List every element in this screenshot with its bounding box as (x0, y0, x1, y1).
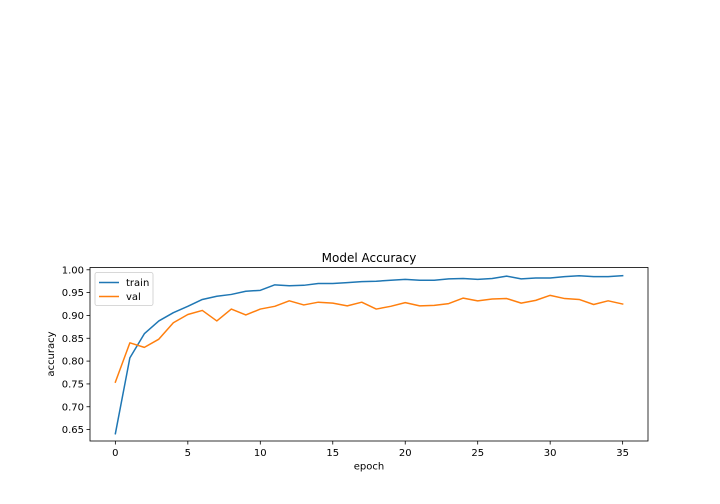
x-tick-label: 5 (185, 448, 191, 459)
x-axis-label: epoch (354, 462, 384, 473)
y-tick-label: 0.75 (62, 379, 84, 390)
x-tick-label: 35 (616, 448, 629, 459)
series-line-val (114, 294, 624, 384)
x-tick-label: 20 (399, 448, 412, 459)
series-line-train (114, 274, 624, 435)
series-layer (114, 274, 624, 435)
y-tick-label: 0.65 (62, 425, 84, 436)
x-tick-label: 15 (326, 448, 339, 459)
x-tick-label: 30 (544, 448, 557, 459)
legend-val-label: val (126, 292, 141, 303)
chart-title: Model Accuracy (322, 251, 417, 265)
legend-train-label: train (126, 278, 149, 289)
x-tick-label: 10 (254, 448, 267, 459)
axes-frame (89, 267, 649, 442)
y-axis: 0.65 0.70 0.75 0.80 0.85 0.90 0.95 1.00 (62, 265, 90, 436)
y-tick-label: 0.70 (62, 402, 84, 413)
x-tick-label: 0 (112, 448, 118, 459)
x-tick-label: 25 (471, 448, 484, 459)
y-tick-label: 0.85 (62, 334, 84, 345)
x-axis: 0 5 10 15 20 25 30 35 (112, 441, 629, 459)
y-tick-label: 0.95 (62, 288, 84, 299)
y-tick-label: 0.80 (62, 357, 84, 368)
y-axis-label: accuracy (46, 331, 57, 376)
y-tick-label: 1.00 (62, 265, 84, 276)
plot-area (89, 267, 649, 442)
legend: train val (94, 272, 154, 306)
y-tick-label: 0.90 (62, 311, 84, 322)
